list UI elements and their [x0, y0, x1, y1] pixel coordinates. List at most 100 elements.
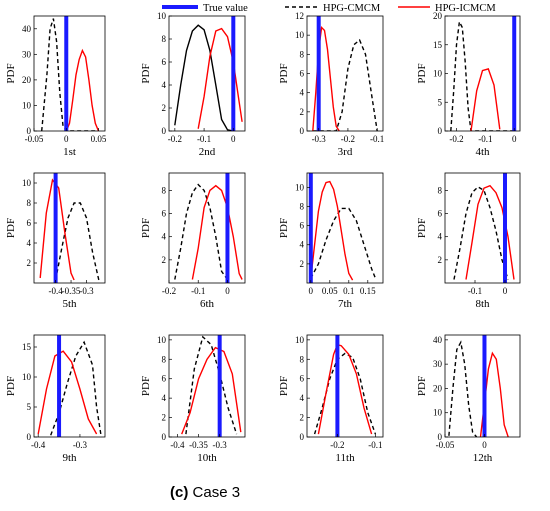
panel-7th: 0 0.05 0.1 0.15 2 4 6 8 10 PDF 7th [278, 172, 384, 310]
y-tick-label: 40 [433, 335, 443, 345]
y-axis-label: PDF [140, 376, 152, 396]
panel-frame [168, 15, 246, 132]
x-tick-label: 0 [512, 134, 517, 144]
y-tick-label: 30 [433, 359, 443, 369]
y-tick-label: 4 [300, 88, 305, 98]
panel-title: 11th [335, 452, 355, 464]
y-tick-label: 5 [27, 402, 32, 412]
x-tick-label: -0.1 [197, 134, 211, 144]
y-tick-label: 8 [27, 198, 32, 208]
series-hpg-cmcm-line [448, 340, 478, 437]
y-axis-label: PDF [5, 63, 17, 83]
y-axis-label: PDF [278, 218, 290, 238]
x-tick-label: -0.2 [341, 134, 355, 144]
panel-frame [306, 172, 384, 284]
panel-title: 10th [197, 452, 217, 464]
y-tick-label: 0 [438, 126, 443, 136]
y-axis-label: PDF [416, 63, 428, 83]
y-tick-label: 2 [300, 413, 305, 423]
series-hpg-icmcm-line [470, 68, 501, 131]
series-hpg-cmcm-line [185, 335, 238, 435]
panel-frame [444, 172, 521, 284]
panel-11th: -0.2 -0.1 0 2 4 6 8 10 PDF 11th [278, 334, 384, 464]
y-tick-label: 15 [22, 342, 32, 352]
x-tick-label: -0.3 [312, 134, 327, 144]
y-tick-label: 0 [300, 126, 305, 136]
y-tick-label: 8 [162, 185, 167, 195]
panel-10th: -0.4 -0.35 -0.3 0 2 4 6 8 10 PDF 10th [140, 334, 246, 464]
x-tick-label: 0.05 [91, 134, 107, 144]
y-tick-label: 2 [162, 255, 167, 265]
panel-frame [33, 15, 106, 132]
panel-frame [33, 172, 106, 284]
y-tick-label: 6 [27, 218, 32, 228]
y-tick-label: 6 [438, 209, 443, 219]
series-hpg-cmcm-line [174, 183, 229, 280]
y-tick-label: 8 [300, 354, 305, 364]
x-tick-label: 0.1 [343, 286, 354, 296]
y-tick-label: 10 [22, 100, 32, 110]
y-tick-label: 2 [162, 103, 167, 113]
x-tick-label: -0.05 [25, 134, 44, 144]
y-tick-label: 12 [295, 11, 304, 21]
x-tick-label: -0.2 [449, 134, 463, 144]
series-hpg-cmcm-line [54, 202, 100, 281]
x-tick-label: -0.1 [370, 134, 384, 144]
y-tick-label: 0 [27, 126, 32, 136]
panel-frame [444, 15, 521, 132]
figure-caption: (c) Case 3 [170, 484, 240, 501]
y-axis-label: PDF [278, 376, 290, 396]
panel-9th: -0.4 -0.3 0 5 10 15 PDF 9th [5, 334, 106, 464]
y-tick-label: 6 [300, 374, 305, 384]
panel-6th: -0.2 -0.1 0 2 4 6 8 PDF 6th [140, 172, 246, 310]
x-tick-label: -0.2 [330, 440, 344, 450]
x-tick-label: -0.1 [191, 286, 205, 296]
panel-5th: -0.4-0.35-0.3 2 4 6 8 10 PDF 5th [5, 172, 106, 310]
y-tick-label: 10 [157, 335, 167, 345]
legend-label-hpg-cmcm: HPG-CMCM [323, 3, 381, 14]
series-hpg-icmcm-line [65, 48, 100, 131]
y-tick-label: 4 [27, 238, 32, 248]
y-tick-label: 10 [295, 335, 305, 345]
x-tick-label: -0.05 [436, 440, 455, 450]
y-tick-label: 5 [438, 97, 443, 107]
panel-title: 9th [62, 452, 77, 464]
y-tick-label: 0 [162, 432, 167, 442]
x-tick-label: -0.1 [468, 286, 482, 296]
series-hpg-icmcm-line [37, 350, 98, 435]
y-axis-label: PDF [5, 376, 17, 396]
series-hpg-icmcm-line [39, 178, 75, 281]
series-hpg-cmcm-line [310, 207, 377, 279]
y-tick-label: 10 [433, 408, 443, 418]
series-hpg-icmcm-line [310, 180, 354, 281]
x-tick-label: -0.35 [189, 440, 208, 450]
y-tick-label: 6 [300, 69, 305, 79]
y-tick-label: 8 [300, 49, 305, 59]
x-tick-label: 0.15 [360, 286, 376, 296]
x-tick-label: -0.4 [48, 286, 63, 296]
x-tick-label: -0.1 [478, 134, 492, 144]
series-hpg-icmcm-line [317, 343, 373, 435]
x-tick-label: -0.35 [62, 286, 81, 296]
y-tick-label: 6 [300, 221, 305, 231]
x-tick-label: 0 [231, 134, 236, 144]
panel-frame [168, 172, 246, 284]
y-tick-label: 4 [162, 80, 167, 90]
y-tick-label: 10 [22, 178, 32, 188]
panel-frame [444, 334, 521, 438]
panel-title: 12th [473, 452, 493, 464]
series-hpg-cmcm-line [313, 352, 377, 435]
caption-label: (c) [170, 484, 189, 501]
x-tick-label: -0.3 [213, 440, 228, 450]
y-tick-label: 2 [300, 107, 305, 117]
panel-2nd: -0.2 -0.1 0 0 2 4 6 8 10 PDF 2nd [140, 11, 246, 158]
y-tick-label: 4 [162, 393, 167, 403]
y-tick-label: 4 [300, 393, 305, 403]
x-tick-label: -0.2 [168, 134, 182, 144]
x-tick-label: 0 [503, 286, 508, 296]
y-axis-label: PDF [416, 376, 428, 396]
y-tick-label: 10 [157, 11, 167, 21]
